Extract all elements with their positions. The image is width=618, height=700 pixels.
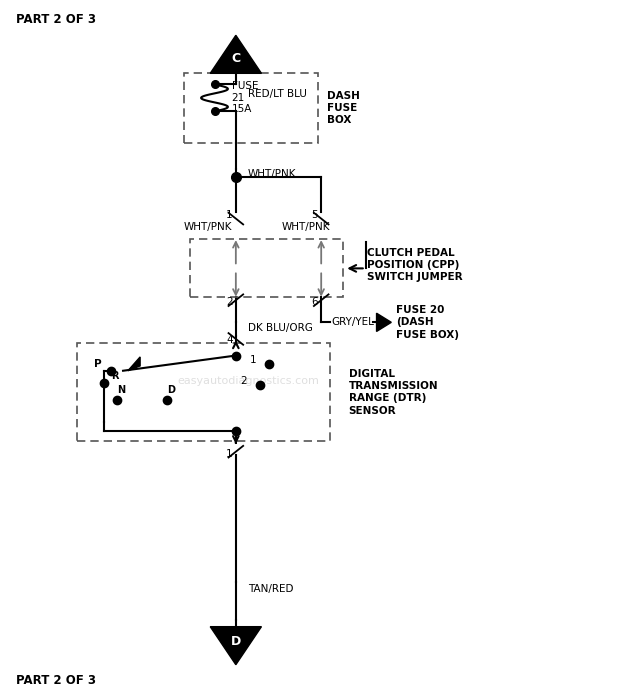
Text: FUSE
21
15A: FUSE 21 15A bbox=[232, 81, 258, 115]
Text: PART 2 OF 3: PART 2 OF 3 bbox=[16, 13, 96, 26]
Text: 1: 1 bbox=[226, 449, 233, 458]
Text: WHT/PNK: WHT/PNK bbox=[184, 222, 232, 232]
Text: 1: 1 bbox=[249, 356, 256, 365]
Text: 1: 1 bbox=[226, 210, 233, 220]
Text: 6: 6 bbox=[311, 297, 318, 307]
Text: FUSE 20
(DASH
FUSE BOX): FUSE 20 (DASH FUSE BOX) bbox=[396, 305, 459, 340]
Text: RED/LT BLU: RED/LT BLU bbox=[248, 89, 307, 99]
Text: C: C bbox=[231, 52, 240, 65]
Text: DASH
FUSE
BOX: DASH FUSE BOX bbox=[328, 90, 360, 125]
Text: 2: 2 bbox=[226, 297, 233, 307]
Text: WHT/PNK: WHT/PNK bbox=[248, 169, 297, 179]
Text: easyautodiagnostics.com: easyautodiagnostics.com bbox=[177, 376, 319, 386]
Bar bbox=[190, 239, 342, 298]
Text: 4: 4 bbox=[226, 335, 233, 344]
Text: 5: 5 bbox=[311, 210, 318, 220]
Text: PART 2 OF 3: PART 2 OF 3 bbox=[16, 674, 96, 687]
Polygon shape bbox=[128, 357, 140, 371]
Text: N: N bbox=[117, 385, 125, 395]
Text: GRY/YEL: GRY/YEL bbox=[332, 317, 375, 328]
Bar bbox=[184, 74, 318, 143]
Text: CLUTCH PEDAL
POSITION (CPP)
SWITCH JUMPER: CLUTCH PEDAL POSITION (CPP) SWITCH JUMPE… bbox=[367, 248, 462, 282]
Text: D: D bbox=[167, 385, 175, 395]
Text: 2: 2 bbox=[240, 376, 247, 386]
Polygon shape bbox=[210, 626, 261, 665]
Text: WHT/PNK: WHT/PNK bbox=[282, 222, 330, 232]
Text: D: D bbox=[231, 635, 241, 648]
Text: P: P bbox=[94, 359, 102, 369]
Text: DIGITAL
TRANSMISSION
RANGE (DTR)
SENSOR: DIGITAL TRANSMISSION RANGE (DTR) SENSOR bbox=[349, 369, 438, 416]
Polygon shape bbox=[376, 313, 391, 332]
Text: R: R bbox=[111, 370, 119, 381]
Text: DK BLU/ORG: DK BLU/ORG bbox=[248, 323, 313, 333]
Bar bbox=[77, 343, 331, 441]
Polygon shape bbox=[210, 35, 261, 74]
Text: TAN/RED: TAN/RED bbox=[248, 584, 294, 594]
